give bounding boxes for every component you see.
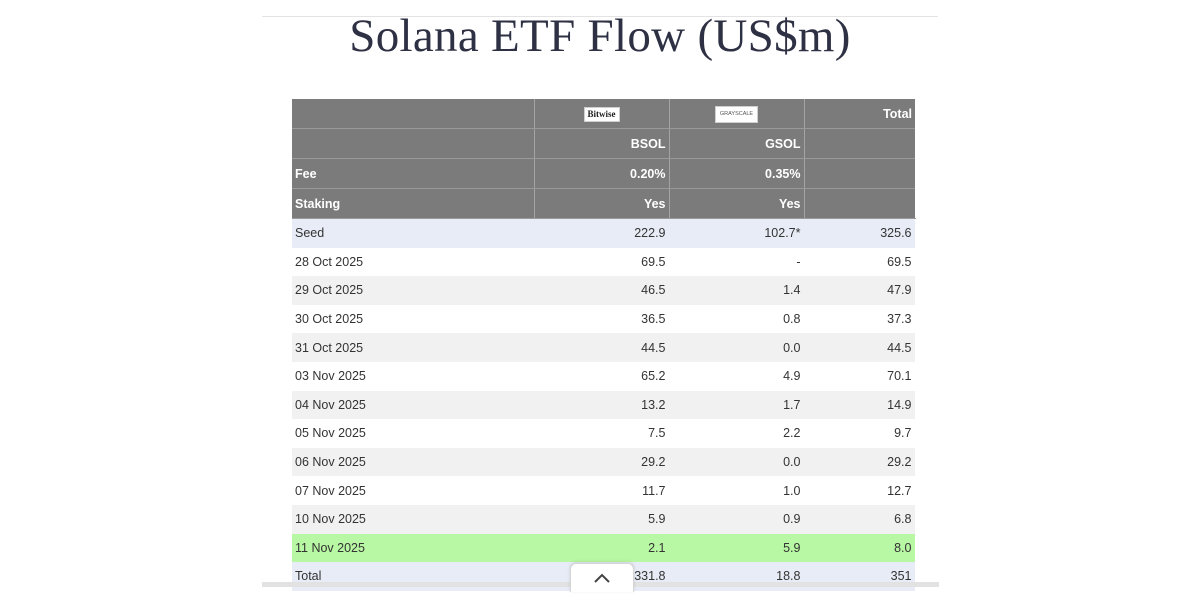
table-row: Seed 222.9 102.7* 325.6 <box>292 218 915 248</box>
gsol-flow-cell: 0.0 <box>669 333 804 362</box>
fee-gsol: 0.35% <box>669 158 805 189</box>
total-flow-cell: 44.5 <box>804 333 915 362</box>
table-row: 06 Nov 2025 29.2 0.0 29.2 <box>292 447 915 477</box>
gsol-flow-cell: 0.8 <box>669 304 804 334</box>
table-row: 04 Nov 2025 13.2 1.7 14.9 <box>292 390 915 420</box>
gsol-flow-cell: 5.9 <box>669 533 804 563</box>
staking-gsol: Yes <box>669 188 805 219</box>
table-row: 30 Oct 2025 36.5 0.8 37.3 <box>292 304 915 334</box>
total-flow-cell: 70.1 <box>804 361 915 391</box>
total-flow-cell: 9.7 <box>804 419 915 448</box>
bsol-flow-cell: 44.5 <box>534 333 669 362</box>
table-row: 11 Nov 2025 2.1 5.9 8.0 <box>292 533 915 563</box>
row-label-cell: 29 Oct 2025 <box>292 276 534 305</box>
header-total: Total <box>804 99 915 129</box>
header-empty-cell <box>292 99 535 129</box>
gsol-flow-cell: 1.4 <box>669 276 804 305</box>
total-flow-cell: 37.3 <box>804 304 915 334</box>
table-row: 29 Oct 2025 46.5 1.4 47.9 <box>292 276 915 305</box>
bsol-flow-cell: 36.5 <box>534 304 669 334</box>
page-title: Solana ETF Flow (US$m) <box>349 10 851 62</box>
row-label-cell: 04 Nov 2025 <box>292 390 534 420</box>
header-row-logos: Bitwise GRAYSCALE Total <box>292 99 915 129</box>
total-flow-cell: 47.9 <box>804 276 915 305</box>
gsol-flow-cell: 2.2 <box>669 419 804 448</box>
row-label-cell: 31 Oct 2025 <box>292 333 534 362</box>
grayscale-logo: GRAYSCALE <box>714 106 759 123</box>
bsol-flow-cell: 65.2 <box>534 361 669 391</box>
bsol-flow-cell: 222.9 <box>534 218 669 248</box>
bsol-flow-cell: 46.5 <box>534 276 669 305</box>
total-flow-cell: 12.7 <box>804 476 915 505</box>
bsol-flow-cell: 2.1 <box>534 533 669 563</box>
total-flow-cell: 8.0 <box>804 533 915 563</box>
row-label-cell: Seed <box>292 218 534 248</box>
bsol-flow-cell: 29.2 <box>534 447 669 477</box>
total-flow-cell: 69.5 <box>804 247 915 277</box>
header-row-staking: Staking Yes Yes <box>292 188 915 219</box>
row-label-cell: 11 Nov 2025 <box>292 533 534 563</box>
gsol-flow-cell: 1.0 <box>669 476 804 505</box>
gsol-flow-cell: 102.7* <box>669 218 804 248</box>
row-label-cell: 06 Nov 2025 <box>292 447 534 477</box>
header-grayscale-cell: GRAYSCALE <box>669 99 805 129</box>
top-divider <box>262 16 938 17</box>
row-label-cell: 30 Oct 2025 <box>292 304 534 334</box>
total-flow-cell: 6.8 <box>804 504 915 534</box>
table-row: 07 Nov 2025 11.7 1.0 12.7 <box>292 476 915 505</box>
gsol-flow-cell: 0.0 <box>669 447 804 477</box>
row-label-cell: 10 Nov 2025 <box>292 504 534 534</box>
bsol-flow-cell: 11.7 <box>534 476 669 505</box>
gsol-flow-cell: 0.9 <box>669 504 804 534</box>
total-flow-cell: 29.2 <box>804 447 915 477</box>
row-label-cell: 05 Nov 2025 <box>292 419 534 448</box>
fee-bsol: 0.20% <box>534 158 670 189</box>
gsol-flow-cell: - <box>669 247 804 277</box>
bsol-flow-cell: 13.2 <box>534 390 669 420</box>
table-header: Bitwise GRAYSCALE Total BSOL GSOL Fee 0.… <box>292 99 915 219</box>
bsol-flow-cell: 5.9 <box>534 504 669 534</box>
table-row: 10 Nov 2025 5.9 0.9 6.8 <box>292 504 915 534</box>
header-empty-cell <box>804 158 915 189</box>
table-row: 31 Oct 2025 44.5 0.0 44.5 <box>292 333 915 362</box>
fee-label: Fee <box>292 158 535 189</box>
table-row: 28 Oct 2025 69.5-69.5 <box>292 247 915 277</box>
table-body: Seed 222.9 102.7* 325.6 28 Oct 2025 69.5-69.5… <box>292 218 915 591</box>
header-row-fee: Fee 0.20% 0.35% <box>292 158 915 189</box>
header-bitwise-cell: Bitwise <box>534 99 670 129</box>
staking-label: Staking <box>292 188 535 219</box>
gsol-flow-cell: 4.9 <box>669 361 804 391</box>
row-label-cell: 07 Nov 2025 <box>292 476 534 505</box>
row-label-cell: 28 Oct 2025 <box>292 247 534 277</box>
total-flow-cell: 14.9 <box>804 390 915 420</box>
bitwise-logo: Bitwise <box>583 106 620 122</box>
table-row: 05 Nov 2025 7.5 2.2 9.7 <box>292 419 915 448</box>
bsol-flow-cell: 7.5 <box>534 419 669 448</box>
total-flow-cell: 325.6 <box>804 218 915 248</box>
table-row: 03 Nov 2025 65.2 4.9 70.1 <box>292 361 915 391</box>
bsol-flow-cell: 69.5 <box>534 247 669 277</box>
header-row-tickers: BSOL GSOL <box>292 128 915 159</box>
header-empty-cell <box>292 128 535 159</box>
header-empty-cell <box>804 128 915 159</box>
ticker-gsol: GSOL <box>669 128 805 159</box>
ticker-bsol: BSOL <box>534 128 670 159</box>
scroll-to-top-button[interactable] <box>570 563 634 592</box>
etf-flow-table: Bitwise GRAYSCALE Total BSOL GSOL Fee 0.… <box>292 99 916 591</box>
chevron-up-icon <box>594 573 610 583</box>
row-label-cell: 03 Nov 2025 <box>292 361 534 391</box>
staking-bsol: Yes <box>534 188 670 219</box>
header-empty-cell <box>804 188 915 219</box>
gsol-flow-cell: 1.7 <box>669 390 804 420</box>
